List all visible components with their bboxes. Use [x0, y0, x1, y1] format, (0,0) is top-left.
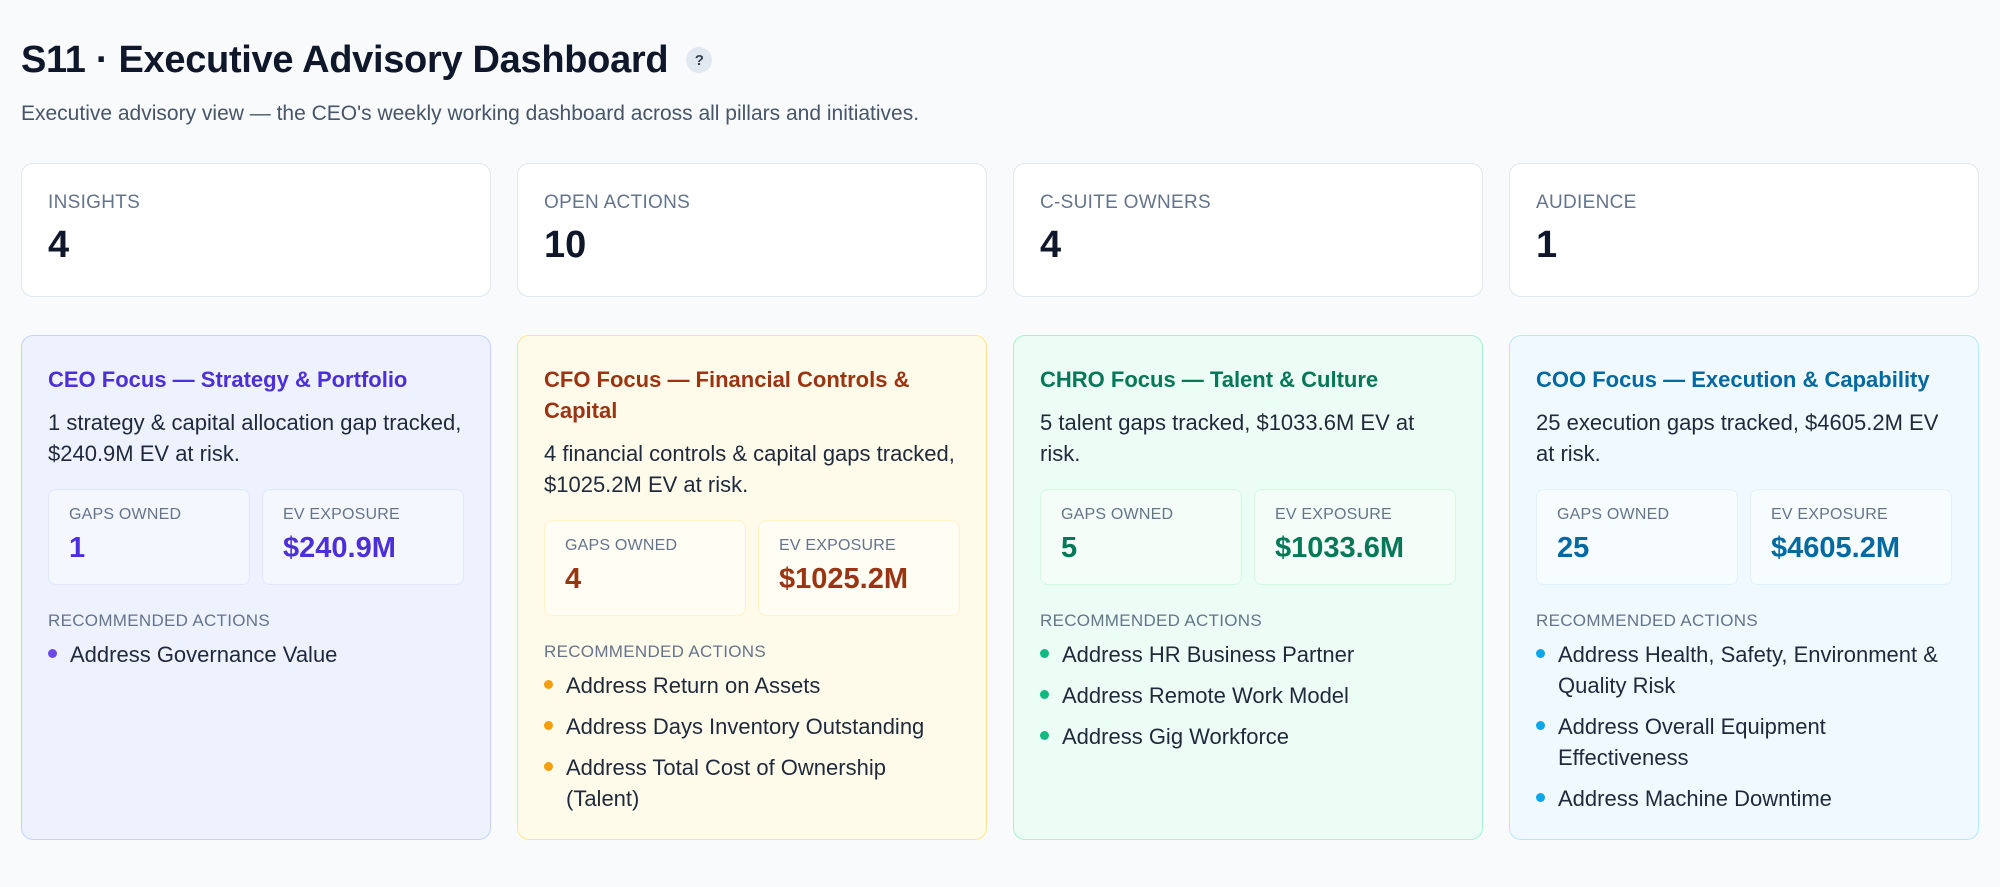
kpi-value: 4: [1040, 224, 1062, 266]
action-item: Address Gig Workforce: [1040, 721, 1456, 752]
kpi-value: 1: [1536, 224, 1558, 266]
card-description: 1 strategy & capital allocation gap trac…: [48, 410, 462, 466]
action-item: Address Remote Work Model: [1040, 680, 1456, 711]
metric-label: GAPS OWNED: [69, 506, 182, 523]
ev-exposure-metric: EV EXPOSURE $1033.6M: [1254, 489, 1456, 585]
focus-card-chro: CHRO Focus — Talent & Culture 5 talent g…: [1013, 335, 1483, 840]
card-description: 25 execution gaps tracked, $4605.2M EV a…: [1536, 410, 1939, 466]
ev-exposure-metric: EV EXPOSURE $240.9M: [262, 489, 464, 585]
bullet-dot-icon: [1040, 649, 1049, 658]
dashboard-page: S11 · Executive Advisory Dashboard ? Exe…: [21, 38, 1979, 840]
kpi-value: 4: [48, 224, 70, 266]
action-item: Address HR Business Partner: [1040, 639, 1456, 670]
card-title: CHRO Focus — Talent & Culture: [1040, 367, 1379, 392]
bullet-dot-icon: [1040, 731, 1049, 740]
card-metrics: GAPS OWNED 5 EV EXPOSURE $1033.6M: [1040, 489, 1456, 585]
action-text: Address Health, Safety, Environment & Qu…: [1558, 642, 1938, 698]
page-title: S11 · Executive Advisory Dashboard: [21, 38, 669, 81]
actions-label: RECOMMENDED ACTIONS: [48, 611, 270, 630]
bullet-dot-icon: [1536, 649, 1545, 658]
metric-label: EV EXPOSURE: [1771, 506, 1888, 523]
action-item: Address Return on Assets: [544, 670, 960, 701]
action-text: Address Governance Value: [70, 642, 338, 667]
action-text: Address Remote Work Model: [1062, 683, 1349, 708]
action-text: Address Days Inventory Outstanding: [566, 714, 925, 739]
actions-label: RECOMMENDED ACTIONS: [1040, 611, 1262, 630]
metric-label: EV EXPOSURE: [283, 506, 400, 523]
kpi-label: INSIGHTS: [48, 192, 141, 213]
action-item: Address Governance Value: [48, 639, 464, 670]
bullet-dot-icon: [1040, 690, 1049, 699]
card-description: 5 talent gaps tracked, $1033.6M EV at ri…: [1040, 410, 1415, 466]
metric-label: EV EXPOSURE: [1275, 506, 1392, 523]
metric-label: GAPS OWNED: [1061, 506, 1174, 523]
kpi-value: 10: [544, 224, 587, 266]
action-item: Address Health, Safety, Environment & Qu…: [1536, 639, 1952, 701]
gaps-owned-metric: GAPS OWNED 4: [544, 520, 746, 616]
actions-list: Address Governance Value: [48, 639, 464, 670]
page-subtitle: Executive advisory view — the CEO's week…: [21, 102, 920, 125]
kpi-card-insights: INSIGHTS 4: [21, 163, 491, 297]
metric-value: 4: [565, 563, 582, 595]
action-item: Address Machine Downtime: [1536, 783, 1952, 814]
ev-exposure-metric: EV EXPOSURE $4605.2M: [1750, 489, 1952, 585]
action-text: Address Gig Workforce: [1062, 724, 1290, 749]
card-title: CEO Focus — Strategy & Portfolio: [48, 367, 408, 392]
ev-exposure-metric: EV EXPOSURE $1025.2M: [758, 520, 960, 616]
metric-value: 1: [69, 532, 86, 564]
actions-list: Address Return on Assets Address Days In…: [544, 670, 960, 814]
bullet-dot-icon: [1536, 793, 1545, 802]
kpi-label: AUDIENCE: [1536, 192, 1637, 213]
action-item: Address Total Cost of Ownership (Talent): [544, 752, 960, 814]
actions-list: Address Health, Safety, Environment & Qu…: [1536, 639, 1952, 814]
help-icon[interactable]: ?: [686, 47, 713, 73]
focus-cards: CEO Focus — Strategy & Portfolio 1 strat…: [21, 335, 1979, 840]
kpi-label: C-SUITE OWNERS: [1040, 192, 1211, 213]
focus-card-cfo: CFO Focus — Financial Controls & Capital…: [517, 335, 987, 840]
bullet-dot-icon: [544, 680, 553, 689]
metric-value: $240.9M: [283, 532, 396, 564]
gaps-owned-metric: GAPS OWNED 1: [48, 489, 250, 585]
metric-label: GAPS OWNED: [565, 537, 678, 554]
card-description: 4 financial controls & capital gaps trac…: [544, 441, 955, 497]
card-title: COO Focus — Execution & Capability: [1536, 367, 1930, 392]
action-item: Address Overall Equipment Effectiveness: [1536, 711, 1952, 773]
bullet-dot-icon: [1536, 721, 1545, 730]
metric-label: EV EXPOSURE: [779, 537, 896, 554]
gaps-owned-metric: GAPS OWNED 5: [1040, 489, 1242, 585]
kpi-card-c-suite-owners: C-SUITE OWNERS 4: [1013, 163, 1483, 297]
card-metrics: GAPS OWNED 4 EV EXPOSURE $1025.2M: [544, 520, 960, 616]
metric-value: $1033.6M: [1275, 532, 1404, 564]
metric-value: $4605.2M: [1771, 532, 1900, 564]
card-metrics: GAPS OWNED 1 EV EXPOSURE $240.9M: [48, 489, 464, 585]
bullet-dot-icon: [544, 762, 553, 771]
bullet-dot-icon: [48, 649, 57, 658]
actions-label: RECOMMENDED ACTIONS: [1536, 611, 1758, 630]
focus-card-ceo: CEO Focus — Strategy & Portfolio 1 strat…: [21, 335, 491, 840]
action-text: Address Return on Assets: [566, 673, 821, 698]
kpi-card-audience: AUDIENCE 1: [1509, 163, 1979, 297]
action-text: Address HR Business Partner: [1062, 642, 1355, 667]
actions-list: Address HR Business Partner Address Remo…: [1040, 639, 1456, 752]
gaps-owned-metric: GAPS OWNED 25: [1536, 489, 1738, 585]
title-row: S11 · Executive Advisory Dashboard ?: [21, 38, 1979, 82]
focus-card-coo: COO Focus — Execution & Capability 25 ex…: [1509, 335, 1979, 840]
kpi-row: INSIGHTS 4 OPEN ACTIONS 10 C-SUITE OWNER…: [21, 163, 1979, 297]
metric-label: GAPS OWNED: [1557, 506, 1670, 523]
metric-value: $1025.2M: [779, 563, 908, 595]
metric-value: 5: [1061, 532, 1078, 564]
card-title: CFO Focus — Financial Controls & Capital: [544, 367, 910, 423]
kpi-label: OPEN ACTIONS: [544, 192, 691, 213]
action-text: Address Total Cost of Ownership (Talent): [566, 755, 886, 811]
action-text: Address Overall Equipment Effectiveness: [1558, 714, 1826, 770]
action-item: Address Days Inventory Outstanding: [544, 711, 960, 742]
card-metrics: GAPS OWNED 25 EV EXPOSURE $4605.2M: [1536, 489, 1952, 585]
action-text: Address Machine Downtime: [1558, 786, 1832, 811]
kpi-card-open-actions: OPEN ACTIONS 10: [517, 163, 987, 297]
actions-label: RECOMMENDED ACTIONS: [544, 642, 766, 661]
bullet-dot-icon: [544, 721, 553, 730]
metric-value: 25: [1557, 532, 1590, 564]
